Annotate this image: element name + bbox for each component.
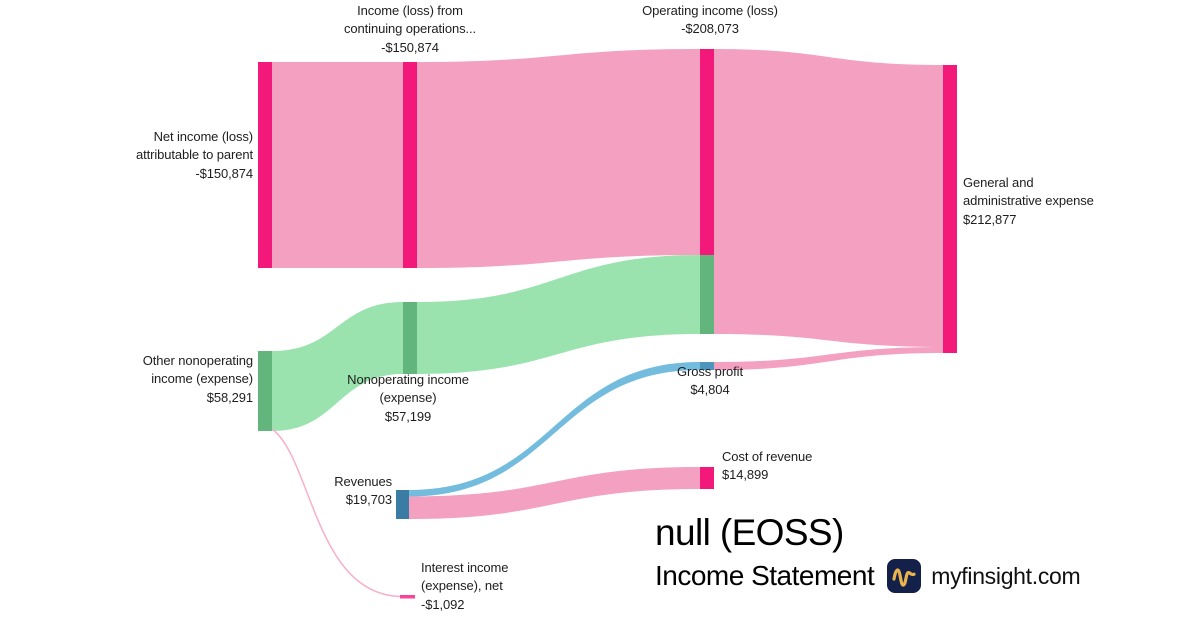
sankey-node-continuing_ops	[403, 62, 417, 268]
flow-other_nonoperating-to-nonoperating	[272, 302, 403, 431]
pulse-line	[892, 568, 916, 587]
node-label-cost-of-revenue: Cost of revenue $14,899	[722, 449, 813, 483]
sankey-node-operating_income_green_cap	[700, 255, 714, 334]
flow-operating_income-to-ga_expense	[714, 49, 943, 347]
flow-continuing_ops-to-operating_income	[417, 49, 700, 268]
node-label-nonoperating: Nonoperating income (expense) $57,199	[347, 372, 469, 424]
node-label-interest: Interest income (expense), net -$1,092	[421, 560, 509, 612]
node-label-operating-income: Operating income (loss) -$208,073	[642, 3, 778, 37]
branding-row: Income Statement myfinsight.com	[655, 559, 1081, 593]
page-title: null (EOSS)	[655, 512, 844, 553]
node-label-gross-profit: Gross profit $4,804	[677, 364, 743, 398]
sankey-node-revenues	[396, 490, 409, 519]
flow-gross_profit-to-ga_expense	[714, 347, 943, 370]
sankey-node-gross_profit	[700, 362, 714, 370]
node-label-net-income: Net income (loss) attributable to parent…	[135, 129, 253, 181]
logo-background	[887, 559, 922, 593]
sankey-node-other_nonoperating	[258, 351, 272, 431]
flow-revenues-to-gross_profit	[409, 362, 700, 497]
node-label-other-nonoperating: Other nonoperating income (expense) $58,…	[142, 353, 253, 405]
node-label-continuing-operations: Income (loss) from continuing operations…	[343, 3, 477, 55]
sankey-node-operating_income	[700, 49, 714, 255]
sankey-node-net_income	[258, 62, 272, 268]
flow-other_nonoperating-to-interest	[271, 428, 403, 598]
sankey-node-interest	[400, 595, 415, 599]
sankey-node-cost_of_revenue	[700, 467, 714, 489]
flow-revenues-to-cost_of_revenue	[409, 467, 700, 519]
flow-net_income-to-continuing_ops	[272, 62, 403, 268]
flow-nonoperating-to-operating_income	[417, 255, 700, 374]
sankey-node-nonoperating	[403, 302, 417, 374]
site-name-label: myfinsight.com	[931, 562, 1081, 589]
node-label-revenues: Revenues $19,703	[334, 474, 392, 508]
pulse-waveform-icon	[887, 559, 922, 593]
node-label-ga-expense: General and administrative expense $212,…	[963, 175, 1094, 227]
sankey-node-ga_expense	[943, 65, 957, 353]
statement-type-label: Income Statement	[655, 560, 875, 591]
